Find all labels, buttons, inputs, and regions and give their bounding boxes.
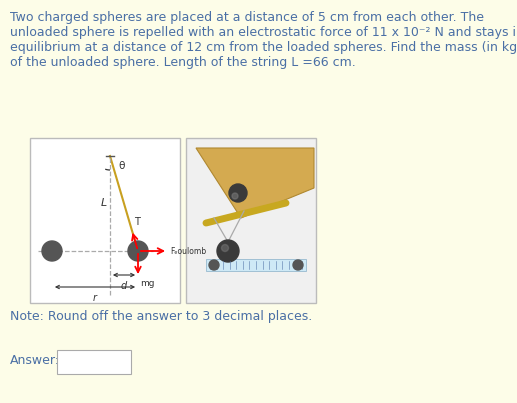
Bar: [206, 259, 306, 271]
FancyBboxPatch shape: [57, 350, 131, 374]
Text: Fₑoulomb: Fₑoulomb: [170, 247, 206, 256]
Circle shape: [221, 245, 229, 251]
Circle shape: [232, 193, 238, 199]
Text: Two charged spheres are placed at a distance of 5 cm from each other. The: Two charged spheres are placed at a dist…: [10, 11, 484, 24]
Text: Answer:: Answer:: [10, 355, 60, 368]
Text: unloaded sphere is repelled with an electrostatic force of 11 x 10⁻² N and stays: unloaded sphere is repelled with an elec…: [10, 26, 517, 39]
Text: r: r: [93, 293, 97, 303]
Polygon shape: [196, 148, 314, 218]
Circle shape: [217, 240, 239, 262]
Circle shape: [209, 260, 219, 270]
Text: mg: mg: [140, 279, 155, 288]
Text: Note: Round off the answer to 3 decimal places.: Note: Round off the answer to 3 decimal …: [10, 310, 312, 323]
Bar: [30, 138, 180, 303]
Circle shape: [128, 241, 148, 261]
Bar: [186, 138, 316, 303]
Text: of the unloaded sphere. Length of the string L =66 cm.: of the unloaded sphere. Length of the st…: [10, 56, 356, 69]
Text: T: T: [134, 217, 140, 227]
Text: equilibrium at a distance of 12 cm from the loaded spheres. Find the mass (in kg: equilibrium at a distance of 12 cm from …: [10, 41, 517, 54]
Text: L: L: [101, 199, 107, 208]
Text: θ: θ: [118, 161, 125, 171]
Circle shape: [293, 260, 303, 270]
Circle shape: [229, 184, 247, 202]
Text: d: d: [121, 281, 127, 291]
Circle shape: [42, 241, 62, 261]
